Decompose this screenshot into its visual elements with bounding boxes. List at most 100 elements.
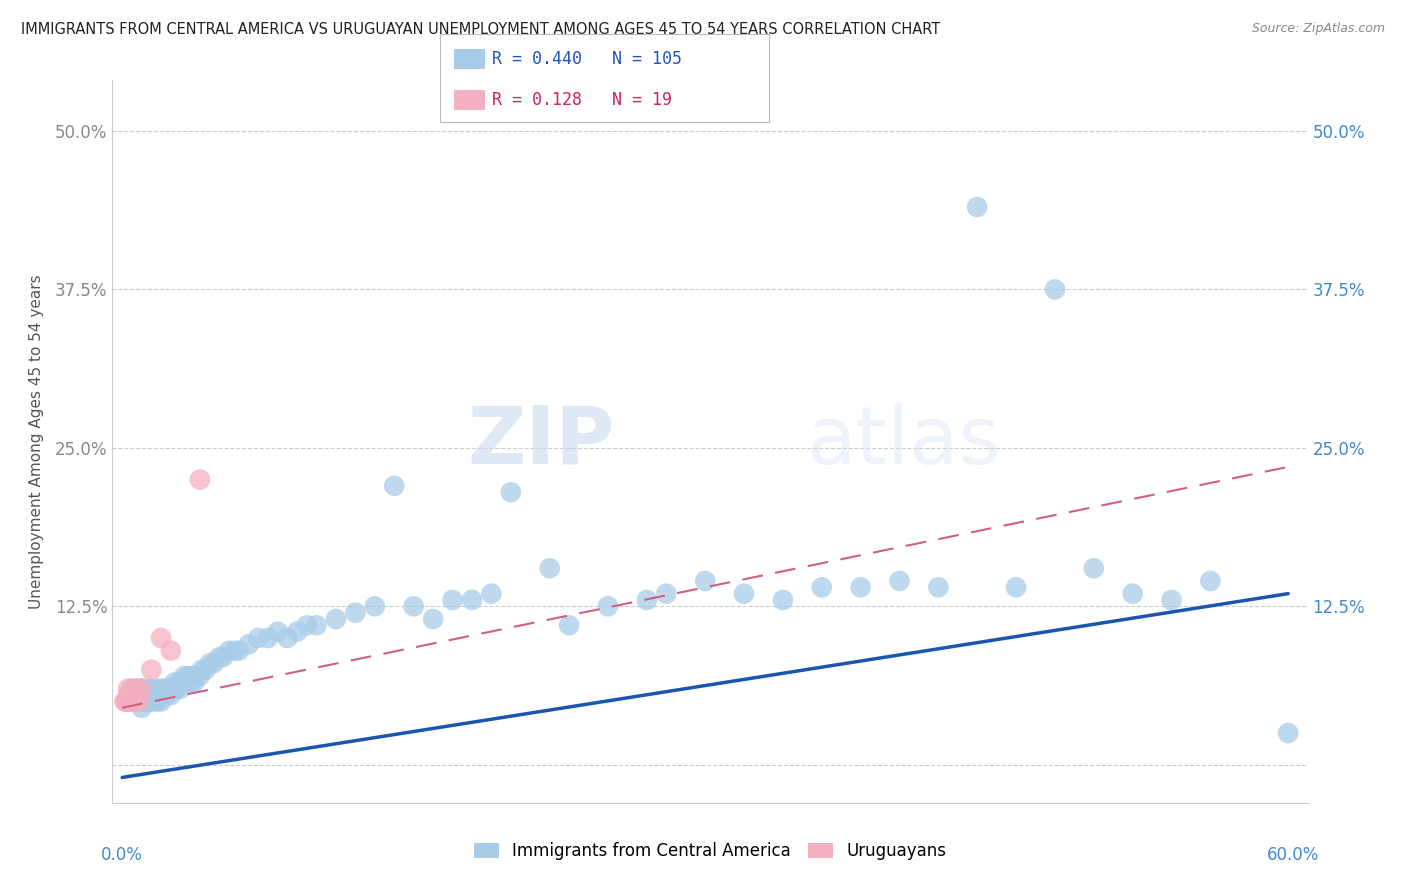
Point — [127, 688, 149, 702]
Point — [1083, 561, 1105, 575]
Point — [166, 681, 188, 696]
Point — [141, 688, 163, 702]
Point — [169, 675, 191, 690]
Point — [177, 669, 200, 683]
Point — [173, 669, 195, 683]
Point — [1160, 593, 1182, 607]
Point — [325, 612, 347, 626]
Point — [141, 694, 163, 708]
Point — [499, 485, 522, 500]
Point — [1122, 587, 1144, 601]
Point — [162, 681, 184, 696]
Point — [115, 694, 138, 708]
Point — [117, 694, 139, 708]
Point — [247, 631, 270, 645]
Point — [159, 681, 181, 696]
Point — [1277, 726, 1299, 740]
Point — [212, 650, 235, 665]
Point — [364, 599, 387, 614]
Point — [131, 681, 153, 696]
Text: R = 0.128   N = 19: R = 0.128 N = 19 — [492, 91, 672, 109]
Text: ZIP: ZIP — [467, 402, 614, 481]
Point — [112, 694, 135, 708]
Point — [127, 688, 149, 702]
Point — [1005, 580, 1028, 594]
Point — [118, 694, 141, 708]
Point — [141, 663, 163, 677]
Point — [191, 663, 214, 677]
Point — [128, 694, 150, 708]
Point — [538, 561, 561, 575]
Point — [143, 688, 166, 702]
Point — [344, 606, 367, 620]
Text: IMMIGRANTS FROM CENTRAL AMERICA VS URUGUAYAN UNEMPLOYMENT AMONG AGES 45 TO 54 YE: IMMIGRANTS FROM CENTRAL AMERICA VS URUGU… — [21, 22, 941, 37]
Point — [167, 675, 190, 690]
Point — [655, 587, 678, 601]
Point — [402, 599, 425, 614]
Point — [125, 694, 148, 708]
Point — [122, 688, 145, 702]
Point — [117, 681, 139, 696]
Point — [422, 612, 444, 626]
Point — [198, 657, 221, 671]
Point — [889, 574, 911, 588]
Point — [172, 675, 194, 690]
Point — [184, 669, 207, 683]
Point — [150, 631, 173, 645]
Point — [131, 681, 153, 696]
Point — [122, 694, 145, 708]
Point — [733, 587, 755, 601]
Point — [136, 681, 159, 696]
Point — [125, 681, 148, 696]
Point — [382, 479, 405, 493]
Point — [122, 694, 145, 708]
Point — [150, 694, 173, 708]
Point — [202, 657, 225, 671]
Point — [810, 580, 832, 594]
Point — [159, 643, 181, 657]
Point — [134, 688, 156, 702]
Point — [121, 681, 143, 696]
Point — [194, 663, 217, 677]
Point — [159, 688, 181, 702]
Point — [121, 694, 143, 708]
Point — [169, 681, 191, 696]
Point — [125, 694, 148, 708]
Point — [266, 624, 288, 639]
Point — [181, 669, 204, 683]
Point — [285, 624, 308, 639]
Point — [305, 618, 328, 632]
Point — [131, 700, 153, 714]
Point — [163, 675, 186, 690]
Point — [127, 681, 149, 696]
Point — [183, 675, 205, 690]
Point — [150, 681, 173, 696]
Point — [224, 643, 246, 657]
Point — [276, 631, 298, 645]
Y-axis label: Unemployment Among Ages 45 to 54 years: Unemployment Among Ages 45 to 54 years — [30, 274, 44, 609]
Text: Source: ZipAtlas.com: Source: ZipAtlas.com — [1251, 22, 1385, 36]
Point — [134, 694, 156, 708]
Point — [157, 681, 180, 696]
Point — [131, 688, 153, 702]
Text: 0.0%: 0.0% — [101, 847, 142, 864]
Point — [132, 694, 155, 708]
Point — [218, 643, 240, 657]
Point — [558, 618, 581, 632]
Point — [156, 688, 179, 702]
Point — [772, 593, 794, 607]
Point — [179, 675, 201, 690]
Point — [295, 618, 318, 632]
Point — [146, 694, 169, 708]
Point — [1199, 574, 1222, 588]
Point — [138, 688, 160, 702]
Point — [128, 694, 150, 708]
Point — [188, 473, 211, 487]
Point — [127, 694, 149, 708]
Point — [118, 688, 141, 702]
Text: atlas: atlas — [806, 402, 1000, 481]
Text: R = 0.440   N = 105: R = 0.440 N = 105 — [492, 50, 682, 68]
Point — [118, 688, 141, 702]
Point — [481, 587, 503, 601]
Point — [1043, 282, 1066, 296]
